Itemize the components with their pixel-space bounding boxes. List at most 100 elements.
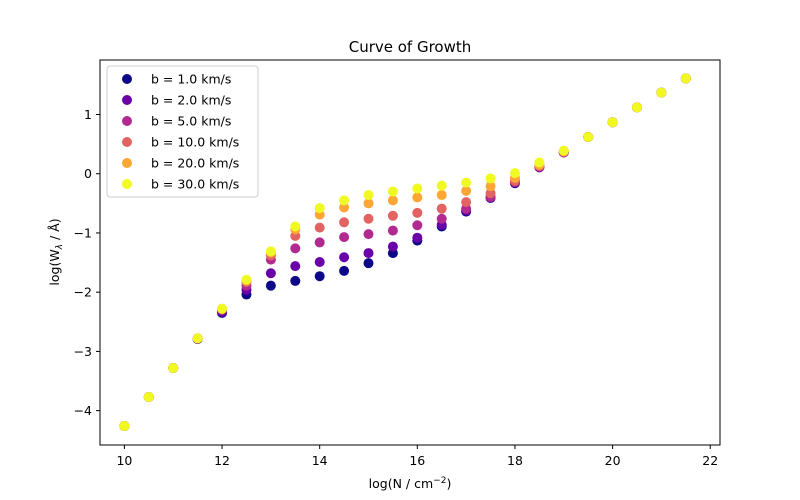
data-point <box>363 198 374 209</box>
data-point <box>192 333 203 344</box>
x-tick-label: 12 <box>214 453 230 468</box>
x-axis-label-main: log(N / cm <box>369 476 434 491</box>
data-point <box>339 217 350 228</box>
data-point <box>265 268 276 279</box>
data-point <box>436 213 447 224</box>
data-point <box>339 252 350 263</box>
legend-label: b = 1.0 km/s <box>151 72 231 87</box>
legend: b = 1.0 km/s b = 2.0 km/s b = 5.0 km/s b = … <box>106 65 259 198</box>
legend-label: b = 2.0 km/s <box>151 93 231 108</box>
data-point <box>485 188 496 199</box>
data-point <box>363 248 374 259</box>
data-point <box>143 392 154 403</box>
data-point <box>558 145 569 156</box>
legend-label: b = 30.0 km/s <box>151 177 239 192</box>
data-point <box>241 274 252 285</box>
legend-items: b = 1.0 km/s b = 2.0 km/s b = 5.0 km/s b = … <box>122 72 239 192</box>
data-point <box>290 221 301 232</box>
legend-box <box>106 65 259 198</box>
legend-marker <box>122 95 132 105</box>
legend-marker <box>122 158 132 168</box>
legend-marker <box>122 179 132 189</box>
x-axis-label: log(N / cm−2) <box>369 476 452 491</box>
data-point <box>680 73 691 84</box>
data-point <box>339 202 350 213</box>
plot-frame <box>99 59 721 446</box>
data-point <box>387 195 398 206</box>
x-tick-label: 16 <box>409 453 425 468</box>
data-point <box>168 363 179 373</box>
data-point <box>412 183 423 194</box>
data-point <box>217 303 228 314</box>
data-point <box>339 232 350 243</box>
x-tick-label: 18 <box>507 453 523 468</box>
y-tick-label: −3 <box>74 344 92 359</box>
data-point <box>119 421 130 432</box>
x-axis-label-superscript: −2 <box>433 476 446 486</box>
data-point <box>363 258 374 269</box>
data-point <box>387 186 398 197</box>
x-tick-label: 10 <box>116 453 132 468</box>
y-axis-ticks: −4 −3 −2 −1 0 1 <box>74 107 100 418</box>
chart-title: Curve of Growth <box>349 38 472 56</box>
data-point <box>314 222 325 233</box>
legend-label: b = 5.0 km/s <box>151 114 231 129</box>
x-tick-label: 14 <box>312 453 328 468</box>
y-tick-label: −2 <box>74 285 92 300</box>
data-point <box>265 246 276 257</box>
y-axis-label: log(Wλ / Å) <box>47 218 65 285</box>
data-point <box>461 197 472 208</box>
data-point <box>363 229 374 240</box>
legend-item: b = 2.0 km/s <box>122 93 231 108</box>
data-point <box>339 265 350 276</box>
legend-item: b = 1.0 km/s <box>122 72 231 87</box>
data-point <box>509 168 520 179</box>
data-point <box>412 232 423 243</box>
legend-marker <box>122 116 132 126</box>
data-point <box>290 261 301 272</box>
legend-item: b = 30.0 km/s <box>122 177 239 192</box>
y-axis-label-subscript: λ <box>55 244 65 250</box>
data-point <box>290 243 301 254</box>
data-point <box>656 87 667 98</box>
data-point <box>339 195 350 206</box>
data-point <box>387 210 398 221</box>
data-point <box>436 203 447 214</box>
data-point <box>363 213 374 224</box>
data-point <box>485 181 496 192</box>
series-5 <box>119 73 691 432</box>
data-point <box>632 102 643 113</box>
legend-item: b = 5.0 km/s <box>122 114 231 129</box>
data-point <box>436 180 447 191</box>
x-tick-label: 20 <box>605 453 621 468</box>
x-tick-label: 22 <box>702 453 718 468</box>
data-point <box>314 256 325 267</box>
legend-item: b = 20.0 km/s <box>122 156 239 171</box>
data-point <box>363 190 374 201</box>
y-tick-label: −4 <box>74 403 92 418</box>
legend-label: b = 10.0 km/s <box>151 135 239 150</box>
data-point <box>412 192 423 203</box>
x-axis-ticks: 10 12 14 16 18 20 22 <box>116 445 718 468</box>
data-point <box>265 280 276 291</box>
data-points-layer <box>119 73 691 432</box>
data-point <box>412 220 423 231</box>
data-point <box>314 203 325 214</box>
y-axis-label-main: log(W <box>47 249 62 285</box>
data-point <box>534 157 545 168</box>
y-tick-label: −1 <box>74 225 92 240</box>
data-point <box>461 185 472 196</box>
data-point <box>387 225 398 236</box>
y-tick-label: 0 <box>84 166 92 181</box>
data-point <box>387 241 398 252</box>
data-point <box>583 132 594 142</box>
data-point <box>607 117 618 128</box>
data-point <box>290 275 301 286</box>
data-point <box>436 190 447 201</box>
legend-marker <box>122 74 132 84</box>
legend-marker <box>122 137 132 147</box>
legend-label: b = 20.0 km/s <box>151 156 239 171</box>
data-point <box>461 177 472 188</box>
data-point <box>314 271 325 282</box>
